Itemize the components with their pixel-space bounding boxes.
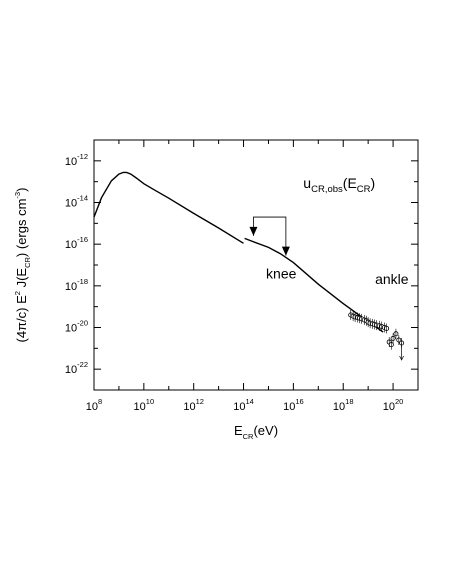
knee-bracket: [253, 216, 287, 256]
x-tick-label: 108: [86, 397, 102, 413]
ankle-label: ankle: [375, 271, 409, 287]
u-cr-obs-label: uCR,obs(ECR): [303, 175, 375, 195]
y-tick-label: 10-16: [65, 235, 88, 251]
y-tick-label: 10-12: [65, 152, 88, 168]
plot-area: 108 1010 1012 1014 1016 1018 1020 10-12 10-14 10-…: [13, 139, 419, 441]
x-tick-label: 1012: [183, 397, 204, 413]
x-tick-label: 1020: [383, 397, 404, 413]
plot-frame: [93, 139, 419, 391]
y-axis-title: (4π/c) E2 J(ECR) (ergs cm-3): [13, 188, 32, 343]
x-tick-label: 1018: [333, 397, 354, 413]
y-tick-label: 10-22: [65, 360, 88, 376]
y-tick-label: 10-20: [65, 319, 88, 335]
x-tick-label: 1014: [233, 397, 254, 413]
upper-limit-arrowhead: [399, 355, 404, 361]
x-tick-label: 1010: [134, 397, 155, 413]
y-tick-label: 10-14: [65, 194, 88, 210]
spectrum-line-1: [93, 171, 244, 244]
x-axis-title: ECR(eV): [234, 423, 278, 441]
knee-label: knee: [266, 266, 297, 282]
x-tick-label: 1016: [283, 397, 304, 413]
y-tick-label: 10-18: [65, 277, 88, 293]
knee-arrowhead-left: [249, 226, 258, 236]
knee-arrowhead-right: [281, 246, 290, 256]
